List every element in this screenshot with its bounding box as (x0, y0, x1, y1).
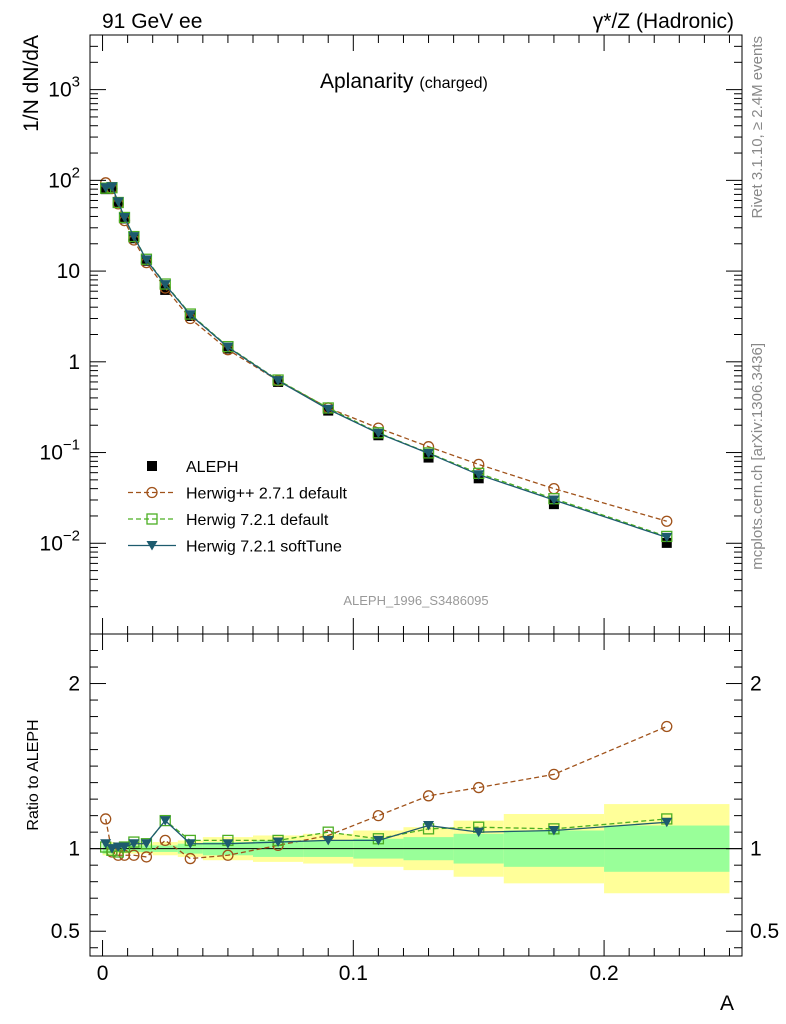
ratio-tick-label-right: 2 (750, 673, 762, 696)
legend-label: ALEPH (186, 459, 238, 476)
x-axis-label: A (720, 992, 734, 1015)
x-tick-label: 0.2 (589, 962, 618, 985)
y-tick-label: 1 (68, 351, 80, 374)
series-point-0 (548, 482, 560, 495)
legend-label: Herwig 7.2.1 softTune (186, 539, 342, 556)
ratio-point-2 (100, 839, 112, 849)
chart-title-suffix: (charged) (419, 75, 487, 92)
series-point-2 (322, 404, 334, 415)
series-point-0 (661, 515, 673, 527)
ratio-point-2 (128, 839, 140, 849)
legend-marker (147, 461, 157, 471)
y-tick-label: 10−2 (40, 527, 80, 555)
series-point-2 (222, 342, 234, 353)
ratio-line-2 (105, 819, 667, 850)
ratio-line-0 (105, 725, 668, 860)
legend-label: Herwig++ 2.7.1 default (186, 486, 348, 503)
ratio-axis-ticks: 0.5 0.5 1 1 2 2 0 0.1 0.2 (51, 634, 779, 985)
series-line-1 (105, 187, 667, 538)
ratio-point-2 (222, 839, 234, 849)
main-axis-ticks: 10−2 10−1 1 10 102 103 (40, 34, 742, 635)
y-axis-label: 1/N dN/dA (20, 35, 43, 132)
chart-title-main: Aplanarity (320, 70, 414, 93)
ratio-point-0 (422, 790, 435, 802)
ratio-axis-label: Ratio to ALEPH (25, 719, 42, 830)
y-tick-label: 103 (48, 74, 80, 102)
series-point-0 (473, 458, 485, 471)
rivet-label: Rivet 3.1.10, ≥ 2.4M events (749, 36, 766, 219)
ratio-series (100, 720, 673, 865)
x-tick-label: 0.1 (339, 962, 368, 985)
ratio-point-2 (272, 837, 284, 848)
ratio-tick-label-left: 2 (68, 673, 80, 696)
series-point-2 (548, 495, 560, 505)
series-point-2 (112, 197, 124, 207)
series-point-2 (423, 448, 435, 459)
series-point-2 (272, 376, 284, 386)
series-point-2 (106, 182, 118, 192)
main-series (100, 177, 673, 548)
y-tick-label: 10 (57, 260, 80, 283)
ratio-point-0 (159, 834, 171, 847)
ratio-point-2 (159, 816, 171, 826)
ratio-point-0 (661, 720, 673, 733)
ratio-point-2 (473, 827, 485, 838)
ratio-line-1 (105, 818, 667, 853)
ratio-point-0 (128, 849, 140, 861)
ratio-point-0 (100, 813, 112, 825)
series-point-2 (661, 532, 673, 543)
ratio-point-0 (222, 849, 234, 861)
ratio-tick-label-left: 1 (68, 838, 80, 861)
legend-label: Herwig 7.2.1 default (186, 512, 329, 529)
ratio-tick-label-right: 0.5 (750, 920, 779, 943)
ratio-point-0 (473, 781, 485, 794)
ratio-point-2 (106, 844, 118, 854)
ratio-point-2 (140, 839, 152, 849)
header-right-gamma: γ (593, 10, 604, 33)
series-line-2 (105, 186, 667, 539)
series-point-2 (159, 280, 171, 290)
legend: ALEPH Herwig++ 2.7.1 default Herwig 7.2.1 … (128, 459, 348, 556)
ratio-point-2 (423, 821, 435, 831)
mcplots-label: mcplots.cern.ch [arXiv:1306.3436] (749, 343, 766, 570)
x-tick-label: 0 (97, 962, 109, 985)
legend-marker (146, 513, 158, 525)
ratio-point-0 (140, 851, 153, 863)
ratio-tick-label-right: 1 (750, 838, 762, 861)
data-point-aleph (160, 284, 171, 295)
y-tick-label: 102 (48, 164, 80, 192)
ratio-point-0 (184, 852, 196, 865)
series-point-2 (118, 212, 130, 223)
ratio-plot-frame (89, 633, 743, 957)
series-point-2 (473, 470, 485, 480)
ratio-point-2 (322, 835, 334, 846)
ratio-point-2 (548, 826, 560, 836)
header-right: γ*/Z (Hadronic) (593, 10, 734, 33)
series-point-2 (128, 232, 140, 242)
chart-title: Aplanarity (charged) (320, 70, 488, 93)
header-right-rest: */Z (Hadronic) (603, 10, 734, 33)
data-point-aleph (661, 537, 672, 548)
series-point-2 (140, 255, 152, 265)
ratio-point-0 (548, 768, 560, 781)
series-point-2 (184, 310, 196, 320)
header-left: 91 GeV ee (102, 10, 202, 33)
ratio-tick-label-left: 0.5 (51, 920, 80, 943)
ratio-point-2 (661, 817, 673, 828)
analysis-label: ALEPH_1996_S3486095 (343, 593, 488, 608)
ratio-point-2 (118, 842, 130, 853)
ratio-point-2 (372, 835, 384, 846)
y-tick-label: 10−1 (40, 437, 80, 465)
legend-marker (146, 541, 158, 551)
ratio-point-0 (372, 809, 385, 822)
ratio-point-2 (184, 839, 196, 849)
series-point-2 (372, 428, 384, 439)
legend-marker (146, 486, 158, 499)
